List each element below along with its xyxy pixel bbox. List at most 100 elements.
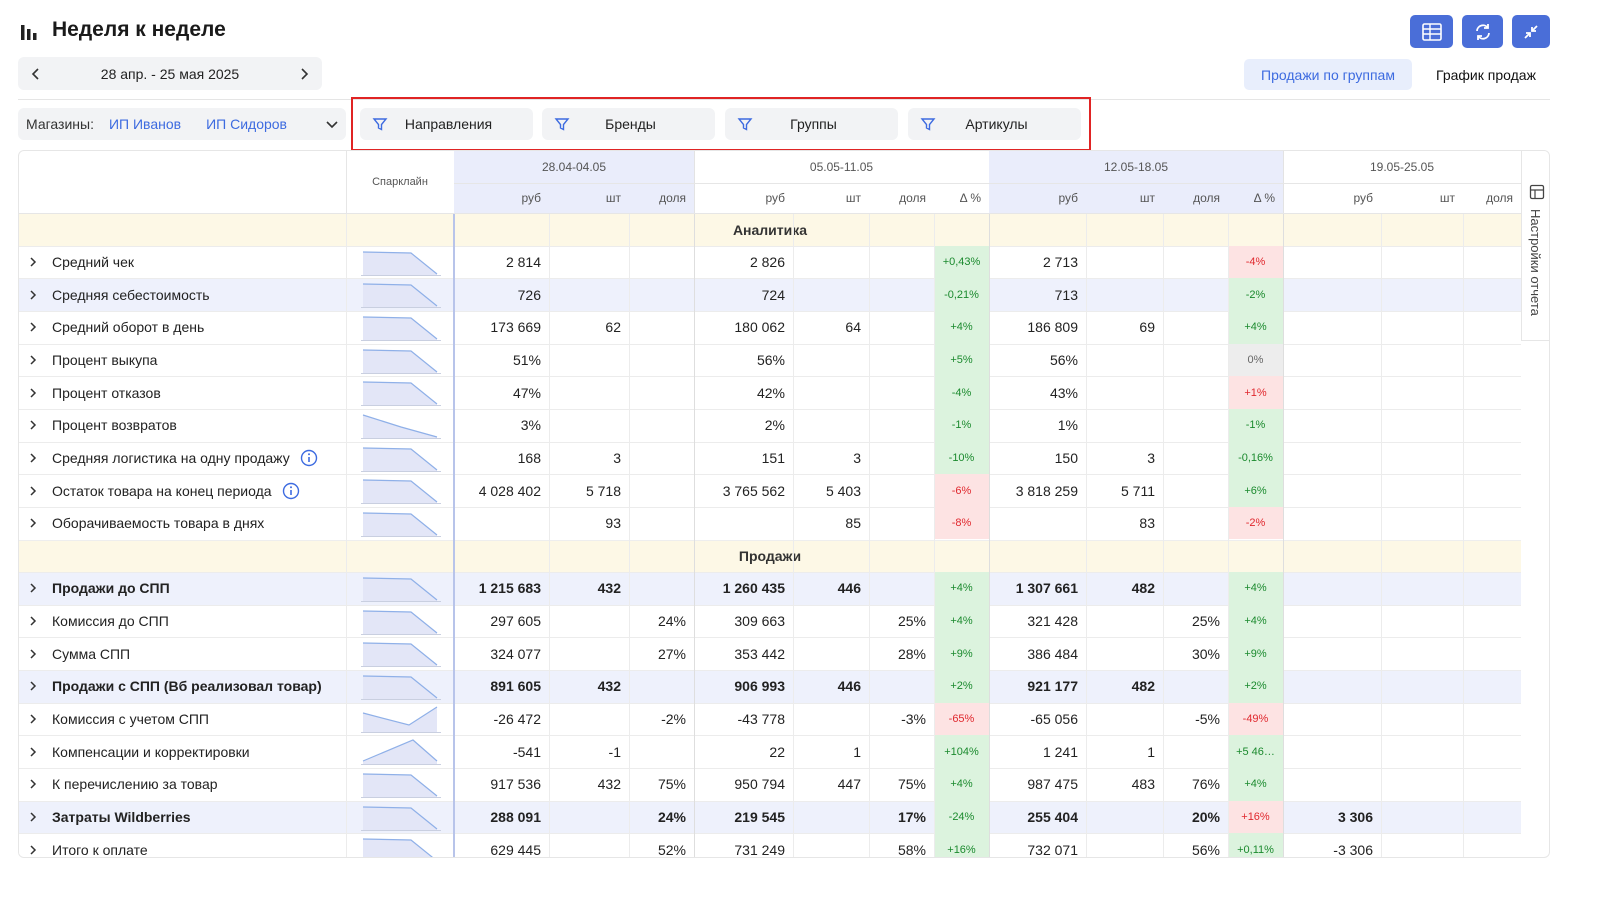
- value-cell: 255 404: [1027, 809, 1078, 825]
- value-cell: 43%: [1049, 384, 1078, 401]
- refresh-icon: [1475, 23, 1490, 40]
- value-cell: 432: [597, 776, 621, 793]
- row-name: Комиссия до СПП: [19, 605, 346, 638]
- info-icon[interactable]: [282, 482, 300, 500]
- expand-chevron[interactable]: [19, 483, 49, 499]
- expand-chevron[interactable]: [19, 711, 49, 727]
- value-cell: 186 809: [1027, 319, 1078, 336]
- sparkline: [361, 642, 441, 668]
- section-row: Аналитика: [19, 213, 1521, 246]
- expand-chevron[interactable]: [19, 809, 49, 825]
- export-excel-button[interactable]: [1410, 15, 1453, 48]
- row-name: Процент отказов: [19, 376, 346, 409]
- row-name: Средний чек: [19, 246, 346, 279]
- column-header: доля: [1193, 191, 1220, 205]
- header-rule: [454, 183, 1549, 184]
- date-range: 28 апр. - 25 мая 2025: [100, 65, 240, 82]
- value-cell: 483: [1131, 776, 1155, 793]
- value-cell: 85: [845, 515, 861, 532]
- value-cell: 2 826: [749, 253, 785, 270]
- value-cell: 629 445: [490, 841, 541, 858]
- row-name: Средняя себестоимость: [19, 278, 346, 311]
- prev-week[interactable]: [18, 64, 52, 84]
- sparkline-area: [363, 480, 437, 504]
- filter-button[interactable]: Направления: [360, 108, 533, 140]
- chevron: [30, 388, 37, 398]
- week-divider: [694, 151, 695, 213]
- expand-chevron[interactable]: [19, 744, 49, 760]
- delta-cell: -8%: [934, 506, 989, 540]
- sparkline-area: [363, 349, 437, 373]
- date-selector: 28 апр. - 25 мая 2025: [18, 57, 322, 90]
- expand-chevron[interactable]: [19, 678, 49, 694]
- value-cell: 309 663: [734, 613, 785, 630]
- value-cell: 917 536: [490, 776, 541, 793]
- delta-cell: +1%: [1228, 376, 1283, 409]
- store-chip[interactable]: ИП Иванов: [108, 116, 182, 132]
- value-cell: 446: [837, 580, 861, 597]
- value-cell: 56%: [1191, 841, 1220, 858]
- value-cell: 731 249: [734, 841, 785, 858]
- settings-icon: [1529, 184, 1545, 200]
- delta-cell: -6%: [934, 474, 989, 507]
- filter-button[interactable]: Группы: [725, 108, 898, 140]
- expand-chevron[interactable]: [19, 254, 49, 270]
- sparkline-line: [362, 577, 438, 601]
- delta-cell: -0,16%: [1228, 441, 1283, 475]
- delta-cell: -49%: [1228, 702, 1283, 736]
- sparkline-area: [363, 382, 437, 406]
- expand-chevron[interactable]: [19, 580, 49, 596]
- value-cell: 47%: [512, 384, 541, 401]
- sparkline-area: [363, 774, 437, 798]
- expand-chevron[interactable]: [19, 385, 49, 401]
- row-label: Оборачиваемость товара в днях: [52, 515, 265, 532]
- column-header: руб: [1058, 191, 1078, 205]
- value-cell: 56%: [1049, 351, 1078, 368]
- column-header: шт: [1139, 191, 1155, 205]
- tab-active[interactable]: Продажи по группам: [1244, 59, 1412, 90]
- row-name: Затраты Wildberries: [19, 801, 346, 834]
- expand-chevron[interactable]: [19, 646, 49, 662]
- collapse-button[interactable]: [1512, 15, 1550, 48]
- value-cell: 5 718: [585, 482, 621, 499]
- next-week[interactable]: [288, 64, 322, 84]
- expand-chevron[interactable]: [19, 450, 49, 466]
- stores-dropdown[interactable]: [324, 116, 340, 132]
- sparkline: [362, 838, 433, 857]
- delta-cell: +4%: [934, 310, 989, 344]
- expand-chevron[interactable]: [19, 842, 49, 858]
- expand-chevron[interactable]: [19, 417, 49, 433]
- column-line: [1381, 213, 1382, 857]
- value-cell: 64: [845, 319, 861, 336]
- expand-chevron[interactable]: [19, 352, 49, 368]
- sparkline-line: [362, 414, 438, 438]
- column-line: [694, 213, 695, 857]
- filter-button[interactable]: Артикулы: [908, 108, 1081, 140]
- value-cell: 482: [1131, 580, 1155, 597]
- row-name: Средняя логистика на одну продажу: [19, 442, 346, 475]
- row-label: Итого к оплате: [52, 841, 148, 858]
- report-settings-panel[interactable]: Настройки отчета: [1521, 151, 1549, 341]
- expand-chevron[interactable]: [19, 515, 49, 531]
- value-cell: 3 306: [1337, 809, 1373, 825]
- row-name: Процент выкупа: [19, 344, 346, 377]
- info-icon[interactable]: [300, 449, 318, 467]
- expand-chevron[interactable]: [19, 287, 49, 303]
- expand-chevron[interactable]: [19, 613, 49, 629]
- value-cell: 52%: [657, 841, 686, 858]
- value-cell: 3 765 562: [722, 482, 785, 499]
- value-cell: 24%: [657, 809, 686, 825]
- refresh-button[interactable]: [1462, 15, 1503, 48]
- filter-button[interactable]: Бренды: [542, 108, 715, 140]
- sparkline-area: [363, 578, 437, 602]
- sparkline-line: [362, 610, 438, 634]
- expand-chevron[interactable]: [19, 319, 49, 335]
- chevron: [30, 747, 37, 757]
- value-cell: 58%: [897, 841, 926, 858]
- expand-chevron[interactable]: [19, 776, 49, 792]
- row-label: Комиссия с учетом СПП: [52, 711, 209, 728]
- value-cell: 921 177: [1027, 678, 1078, 695]
- tab[interactable]: График продаж: [1436, 66, 1536, 83]
- store-chip[interactable]: ИП Сидоров: [206, 116, 287, 132]
- value-cell: 1 215 683: [478, 580, 541, 597]
